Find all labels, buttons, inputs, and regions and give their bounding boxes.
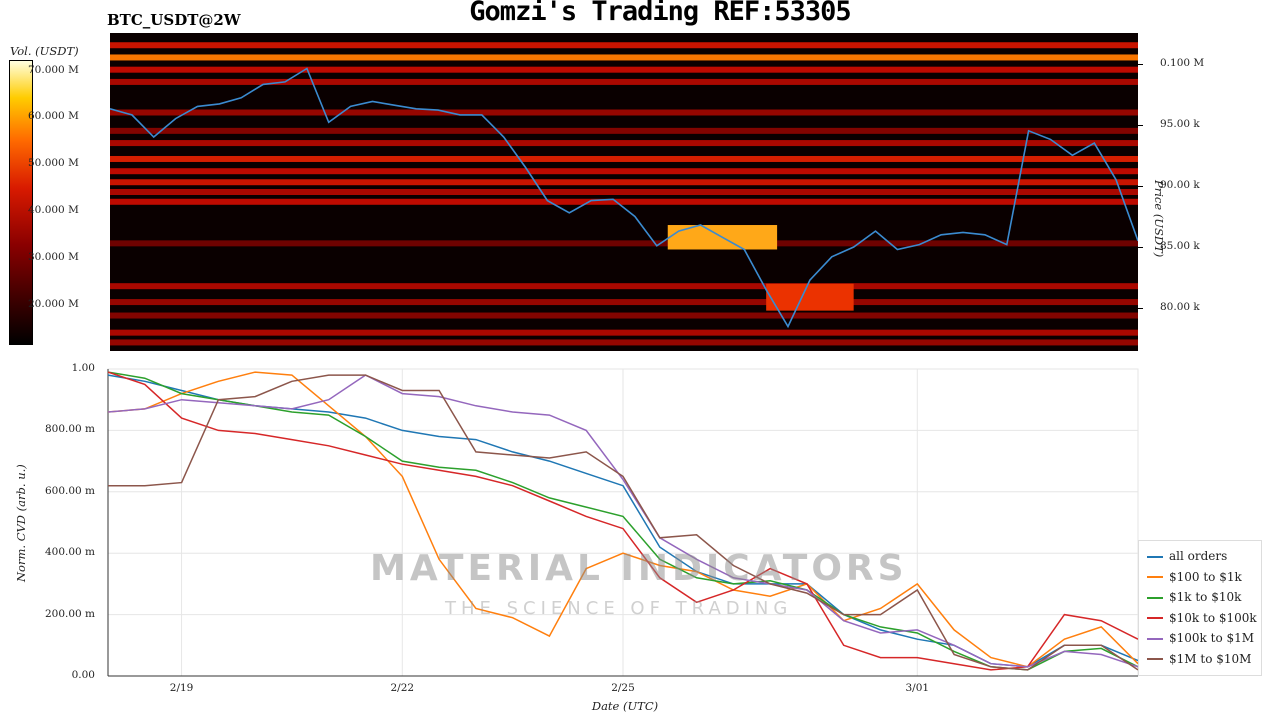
liquidity-band xyxy=(110,127,1138,134)
legend-swatch xyxy=(1147,576,1163,578)
liquidity-band xyxy=(110,78,1138,85)
price-tick-mark xyxy=(1138,185,1143,187)
chart-title: Gomzi's Trading REF:53305 xyxy=(469,0,851,27)
cvd-y-tick-label: 1.00 xyxy=(71,362,95,374)
legend-swatch xyxy=(1147,658,1163,660)
legend-swatch xyxy=(1147,617,1163,619)
legend-label: $100k to $1M xyxy=(1169,631,1255,645)
symbol-label: BTC_USDT@2W xyxy=(107,11,241,29)
colorbar-tick: 70.000 M xyxy=(28,64,79,76)
liquidity-band xyxy=(110,42,1138,49)
legend-item: $100k to $1M xyxy=(1147,631,1254,645)
colorbar-tick: 30.000 M xyxy=(28,251,79,263)
legend-label: all orders xyxy=(1169,549,1228,563)
cvd-series-line xyxy=(108,374,1139,671)
price-line xyxy=(109,67,1139,329)
price-tick-mark xyxy=(1138,247,1143,249)
colorbar-label: Vol. (USDT) xyxy=(10,44,79,58)
price-tick-label: 95.00 k xyxy=(1160,117,1200,130)
price-tick-label: 90.00 k xyxy=(1160,178,1200,191)
price-tick-mark xyxy=(1138,308,1143,310)
price-tick-mark xyxy=(1138,124,1143,126)
x-tick-label: 2/22 xyxy=(390,682,415,694)
cvd-series-line xyxy=(107,374,1139,668)
cvd-y-tick-label: 0.00 xyxy=(71,669,95,681)
liquidity-band xyxy=(110,168,1138,175)
liquidity-band xyxy=(110,109,1138,116)
legend: all orders $100 to $1k $1k to $10k $10k to … xyxy=(1138,540,1262,676)
colorbar xyxy=(9,60,33,345)
legend-swatch xyxy=(1147,596,1163,599)
liquidity-band xyxy=(110,179,1138,186)
x-tick-label: 3/01 xyxy=(905,682,930,694)
cvd-y-tick-label: 200.00 m xyxy=(44,607,95,620)
liquidity-band xyxy=(110,339,1138,346)
x-tick-label: 2/25 xyxy=(611,682,635,694)
cvd-y-tick-label: 600.00 m xyxy=(44,484,95,497)
cvd-series-line xyxy=(107,371,1139,671)
x-axis-title: Date (UTC) xyxy=(591,699,659,713)
legend-item: $1k to $10k xyxy=(1147,590,1241,604)
liquidity-band xyxy=(110,198,1138,205)
cvd-chart-svg xyxy=(107,368,1139,677)
legend-label: $1k to $10k xyxy=(1169,590,1242,604)
liquidity-band xyxy=(110,54,1138,61)
x-tick-label: 2/19 xyxy=(169,682,194,694)
liquidity-band xyxy=(110,283,1138,290)
cvd-axis-title: Norm. CVD (arb. u.) xyxy=(14,464,28,582)
legend-swatch xyxy=(1147,637,1163,640)
legend-item: all orders xyxy=(1147,549,1227,563)
cvd-series-line xyxy=(107,371,1139,671)
price-tick-label: 80.00 k xyxy=(1160,301,1200,314)
cvd-y-tick-label: 800.00 m xyxy=(44,423,95,436)
colorbar-tick: 20.000 M xyxy=(28,298,79,310)
legend-item: $1M to $10M xyxy=(1147,652,1251,666)
watermark-text: MATERIAL INDICATORS xyxy=(370,548,908,589)
liquidity-band xyxy=(110,329,1138,336)
liquidity-band xyxy=(110,312,1138,319)
cvd-series-line xyxy=(107,371,1139,668)
liquidity-band xyxy=(110,155,1138,162)
legend-label: $1M to $10M xyxy=(1169,651,1252,666)
legend-swatch xyxy=(1147,555,1163,558)
cvd-y-tick-label: 400.00 m xyxy=(44,546,95,559)
colorbar-tick: 50.000 M xyxy=(28,157,79,169)
price-tick-label: 85.00 k xyxy=(1160,240,1200,253)
liquidity-band xyxy=(110,66,1138,73)
legend-label: $100 to $1k xyxy=(1169,569,1242,584)
liquidity-band xyxy=(110,140,1138,147)
colorbar-tick: 40.000 M xyxy=(28,204,79,216)
liquidity-band xyxy=(110,299,1138,306)
heatmap-panel xyxy=(109,33,1139,351)
legend-item: $100 to $1k xyxy=(1147,570,1242,584)
price-tick-label: 0.100 M xyxy=(1160,56,1205,69)
colorbar-tick: 60.000 M xyxy=(28,110,79,122)
legend-item: $10k to $100k xyxy=(1147,611,1257,625)
heatmap-svg xyxy=(109,42,1139,346)
liquidity-hotspot xyxy=(766,283,854,311)
liquidity-band xyxy=(110,189,1138,195)
liquidity-band xyxy=(110,240,1138,247)
price-tick-mark xyxy=(1138,63,1143,65)
legend-label: $10k to $100k xyxy=(1169,610,1257,625)
watermark-subtext: THE SCIENCE OF TRADING xyxy=(445,598,793,619)
